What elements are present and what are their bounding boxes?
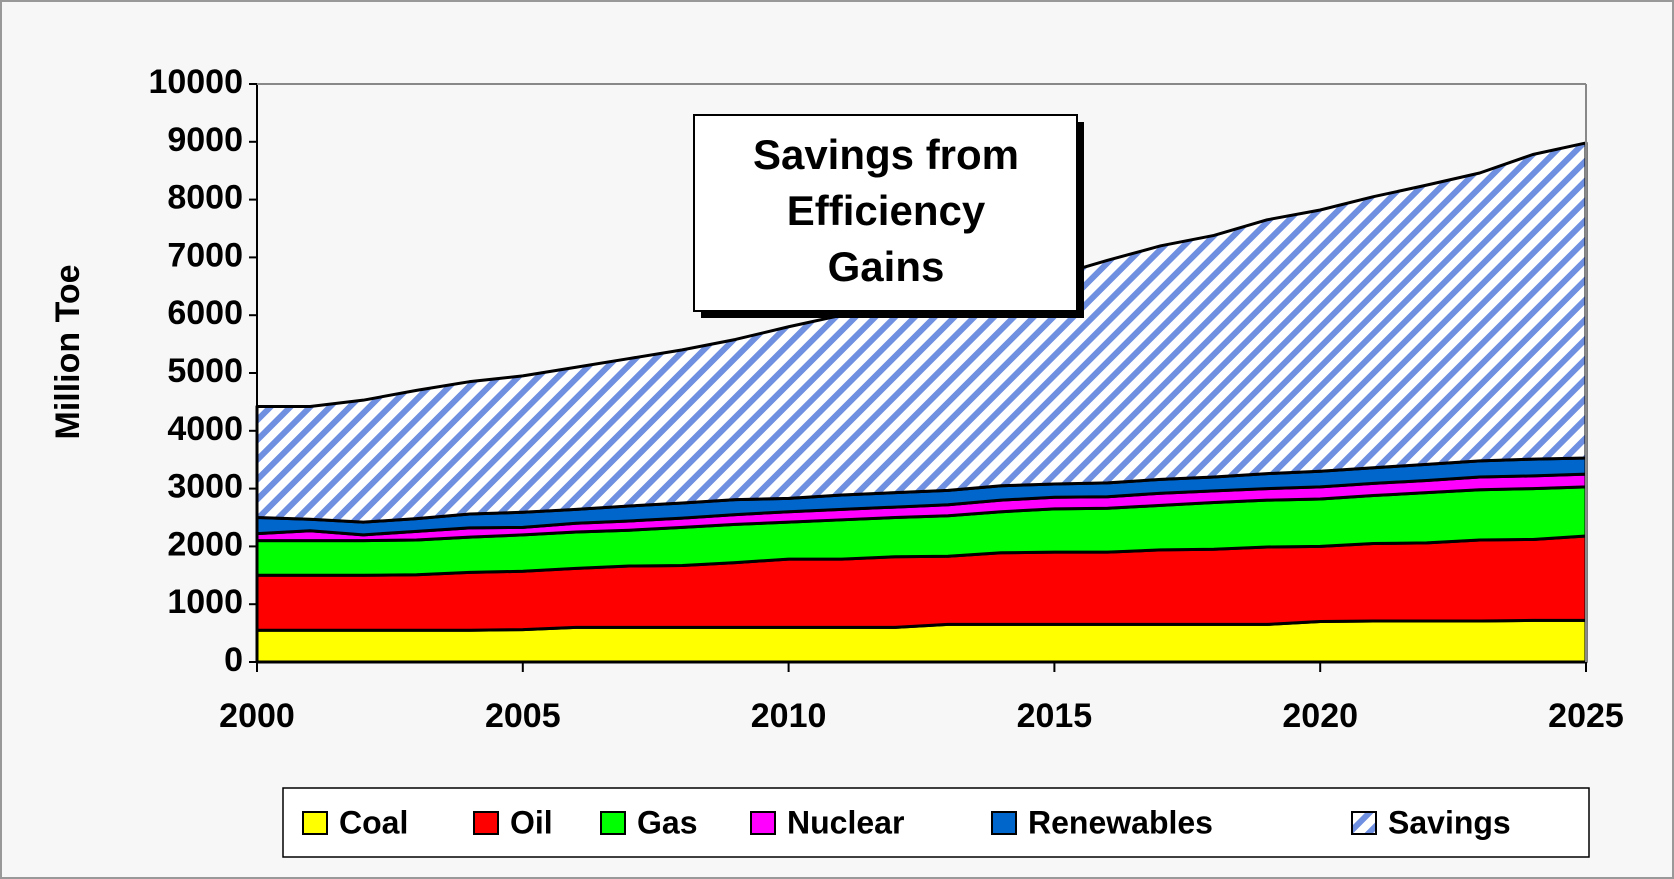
- legend-swatch: [600, 811, 626, 835]
- annotation-box: [693, 114, 1078, 312]
- x-tick-label: 2025: [1548, 697, 1624, 735]
- legend-label: Nuclear: [787, 804, 904, 840]
- x-tick-label: 2000: [219, 697, 295, 735]
- legend-swatch: [473, 811, 499, 835]
- y-tick-label: 7000: [167, 236, 243, 274]
- annotation-text: Efficiency: [787, 187, 986, 234]
- y-tick-label: 6000: [167, 294, 243, 332]
- y-tick-label: 2000: [167, 525, 243, 563]
- annotation-text: Gains: [828, 243, 945, 290]
- y-tick-label: 1000: [167, 583, 243, 621]
- annotation-text: Savings from: [753, 131, 1019, 178]
- x-tick-label: 2005: [485, 697, 561, 735]
- legend-label: Gas: [637, 804, 697, 840]
- y-tick-label: 0: [224, 641, 243, 679]
- legend-label: Oil: [510, 804, 553, 840]
- y-tick-label: 10000: [148, 63, 243, 101]
- y-axis-label: Million Toe: [49, 264, 87, 439]
- legend-swatch: [750, 811, 776, 835]
- y-tick-label: 5000: [167, 352, 243, 390]
- legend-label: Coal: [339, 804, 408, 840]
- plot-area: [255, 83, 1588, 664]
- y-tick-label: 4000: [167, 410, 243, 448]
- legend-swatch: [302, 811, 328, 835]
- legend-swatch: [1351, 811, 1377, 835]
- y-tick-label: 9000: [167, 121, 243, 159]
- x-tick-label: 2020: [1282, 697, 1358, 735]
- legend-label: Renewables: [1028, 804, 1213, 840]
- y-tick-label: 3000: [167, 468, 243, 506]
- y-tick-label: 8000: [167, 179, 243, 217]
- x-tick-label: 2015: [1017, 697, 1093, 735]
- legend-swatch: [991, 811, 1017, 835]
- x-tick-label: 2010: [751, 697, 827, 735]
- legend-label: Savings: [1388, 804, 1511, 840]
